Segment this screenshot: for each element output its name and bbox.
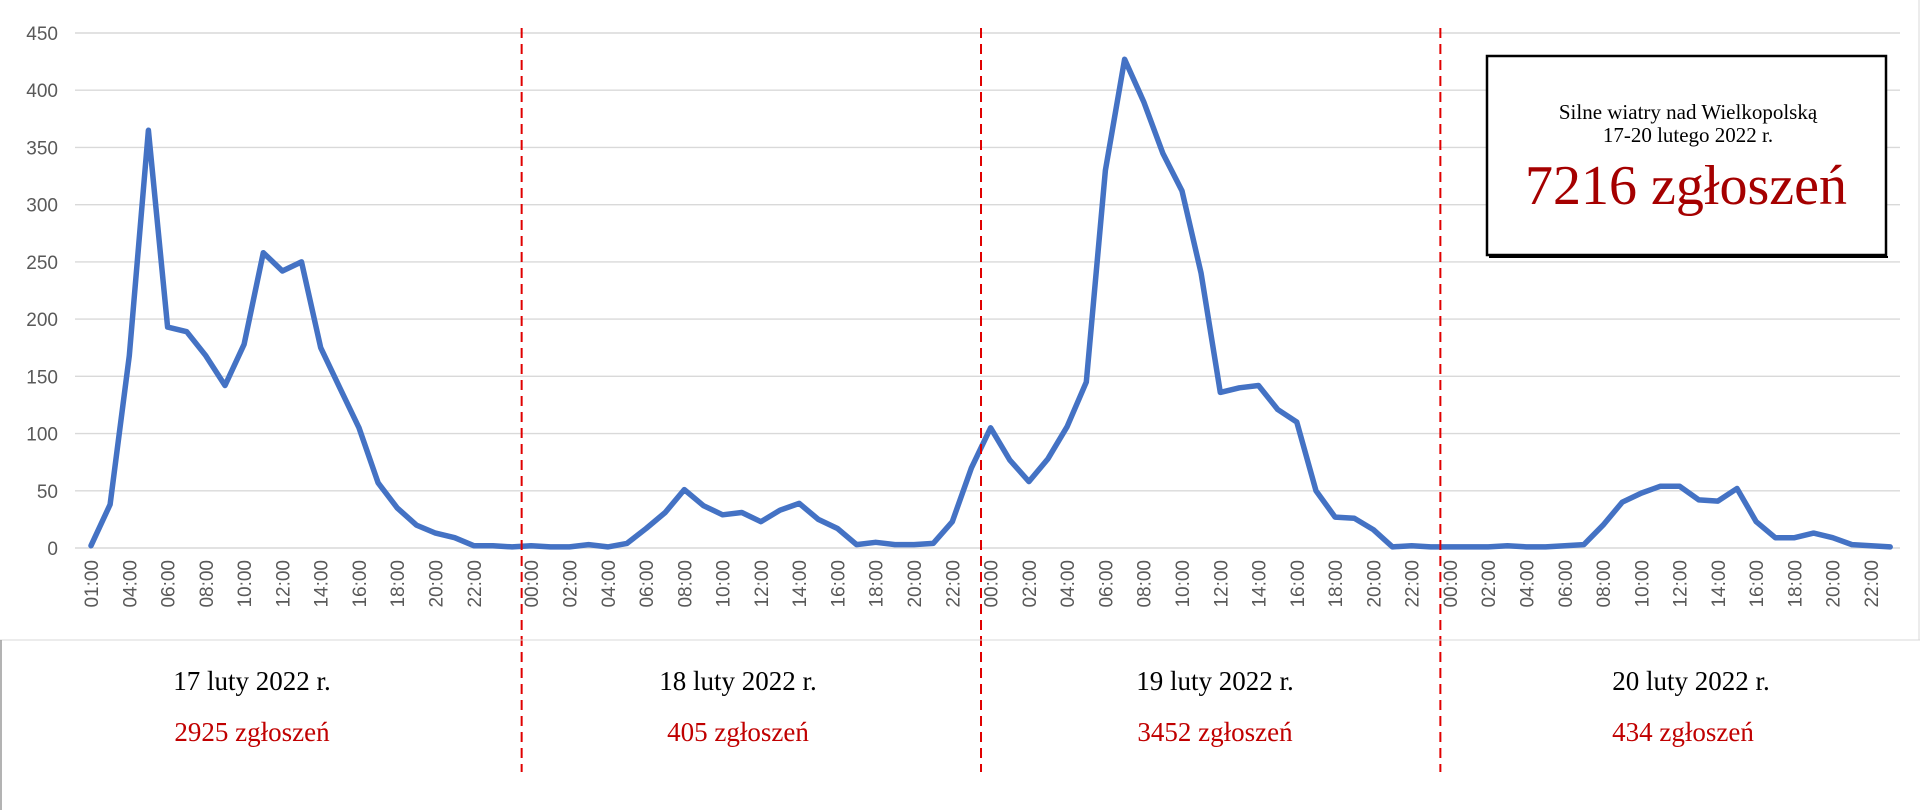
day-count: 405 zgłoszeń xyxy=(667,717,809,747)
summary-box: Silne wiatry nad Wielkopolską 17-20 lute… xyxy=(1485,54,1888,258)
day-count: 2925 zgłoszeń xyxy=(174,717,330,747)
x-tick-label: 16:00 xyxy=(1288,560,1309,608)
y-tick-label: 0 xyxy=(47,539,58,560)
x-tick-label: 10:00 xyxy=(714,560,735,608)
day-label: 18 luty 2022 r. xyxy=(659,666,817,696)
x-tick-label: 10:00 xyxy=(1632,560,1653,608)
x-tick-label: 10:00 xyxy=(235,560,256,608)
x-tick-label: 16:00 xyxy=(1747,560,1768,608)
x-tick-label: 18:00 xyxy=(867,560,888,608)
x-tick-label: 16:00 xyxy=(350,560,371,608)
x-tick-label: 01:00 xyxy=(82,560,103,608)
summary-dates: 17-20 lutego 2022 r. xyxy=(1603,123,1773,147)
x-tick-label: 00:00 xyxy=(1441,560,1462,608)
x-tick-label: 18:00 xyxy=(1785,560,1806,608)
x-tick-label: 08:00 xyxy=(1135,560,1156,608)
x-tick-label: 00:00 xyxy=(522,560,543,608)
x-tick-label: 06:00 xyxy=(637,560,658,608)
x-tick-label: 08:00 xyxy=(675,560,696,608)
x-tick-label: 22:00 xyxy=(465,560,486,608)
x-tick-label: 14:00 xyxy=(1709,560,1730,608)
x-tick-label: 04:00 xyxy=(1058,560,1079,608)
summary-title: Silne wiatry nad Wielkopolską xyxy=(1559,100,1818,124)
x-tick-label: 16:00 xyxy=(828,560,849,608)
x-tick-label: 12:00 xyxy=(273,560,294,608)
x-tick-label: 12:00 xyxy=(1211,560,1232,608)
x-tick-label: 14:00 xyxy=(790,560,811,608)
x-tick-label: 02:00 xyxy=(1479,560,1500,608)
x-tick-label: 18:00 xyxy=(388,560,409,608)
series-line xyxy=(88,56,1893,550)
x-tick-label: 14:00 xyxy=(1250,560,1271,608)
x-tick-label: 22:00 xyxy=(1403,560,1424,608)
y-tick-label: 200 xyxy=(26,310,58,331)
x-tick-label: 08:00 xyxy=(1594,560,1615,608)
x-tick-label: 12:00 xyxy=(752,560,773,608)
y-tick-label: 250 xyxy=(26,253,58,274)
x-tick-label: 18:00 xyxy=(1326,560,1347,608)
x-tick-label: 06:00 xyxy=(159,560,180,608)
y-axis-ticks: 0 50 100 150 200 250 300 350 400 450 xyxy=(26,24,58,560)
summary-box-frame xyxy=(1485,54,1888,257)
x-tick-label: 22:00 xyxy=(943,560,964,608)
y-tick-label: 100 xyxy=(26,425,58,446)
x-tick-label: 06:00 xyxy=(1556,560,1577,608)
y-tick-label: 450 xyxy=(26,24,58,45)
x-tick-label: 14:00 xyxy=(312,560,333,608)
day-count: 434 zgłoszeń xyxy=(1612,717,1754,747)
x-tick-label: 02:00 xyxy=(1020,560,1041,608)
x-tick-label: 20:00 xyxy=(1824,560,1845,608)
day-label: 19 luty 2022 r. xyxy=(1136,666,1294,696)
y-tick-label: 300 xyxy=(26,196,58,217)
y-tick-label: 150 xyxy=(26,367,58,388)
x-tick-label: 08:00 xyxy=(197,560,218,608)
x-tick-label: 12:00 xyxy=(1671,560,1692,608)
y-tick-label: 50 xyxy=(37,482,58,503)
x-tick-label: 02:00 xyxy=(561,560,582,608)
summary-total: 7216 zgłoszeń xyxy=(1525,155,1847,217)
series-lines xyxy=(88,56,1893,550)
x-tick-label: 22:00 xyxy=(1862,560,1883,608)
x-tick-label: 04:00 xyxy=(599,560,620,608)
x-tick-label: 20:00 xyxy=(427,560,448,608)
y-tick-label: 350 xyxy=(26,138,58,159)
x-tick-label: 00:00 xyxy=(982,560,1003,608)
day-label: 17 luty 2022 r. xyxy=(173,666,331,696)
x-tick-label: 04:00 xyxy=(1518,560,1539,608)
x-tick-label: 10:00 xyxy=(1173,560,1194,608)
x-tick-label: 20:00 xyxy=(905,560,926,608)
x-axis-ticks: 01:00 04:00 06:00 08:00 10:00 12:00 14:00 16:00… xyxy=(82,560,1883,608)
day-dividers xyxy=(520,28,1442,772)
day-count: 3452 zgłoszeń xyxy=(1137,717,1293,747)
x-tick-label: 20:00 xyxy=(1364,560,1385,608)
x-tick-label: 06:00 xyxy=(1096,560,1117,608)
day-label: 20 luty 2022 r. xyxy=(1612,666,1770,696)
x-tick-label: 04:00 xyxy=(120,560,141,608)
y-tick-label: 400 xyxy=(26,81,58,102)
